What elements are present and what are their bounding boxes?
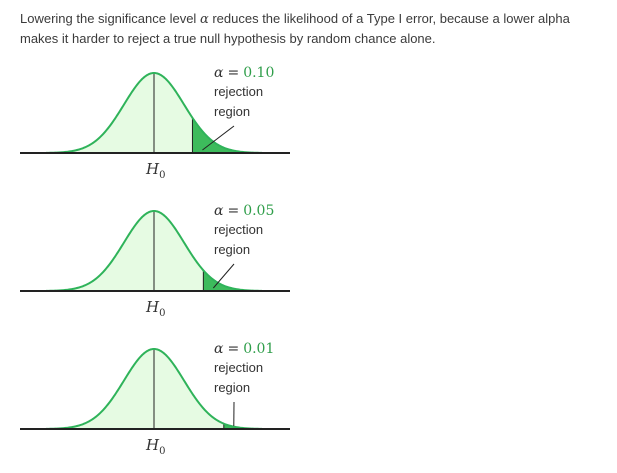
rejection-label-line2: region [214,378,250,398]
equals-sign: = [227,341,239,357]
intro-text: Lowering the significance level α reduce… [20,9,610,48]
rejection-label-line1: rejection [214,82,263,102]
h0-main: H [146,298,159,316]
h0-main: H [146,436,159,454]
h0-label-2: H0 [146,298,165,319]
intro-text-part1: Lowering the significance level [20,11,200,26]
h0-label-3: H0 [146,436,165,457]
alpha-symbol: α [214,65,223,81]
alpha-label-2: α=0.05 [214,203,274,219]
alpha-symbol: α [214,341,223,357]
alpha-label-3: α=0.01 [214,341,274,357]
rejection-label-line2: region [214,102,250,122]
distribution-panel-3: α=0.01 rejection region H0 [0,338,617,473]
h0-sub: 0 [159,170,165,181]
alpha-value: 0.01 [243,341,274,357]
distribution-panel-2: α=0.05 rejection region H0 [0,200,617,335]
rejection-label-line1: rejection [214,220,263,240]
h0-sub: 0 [159,308,165,319]
label-pointer [213,264,234,288]
alpha-value: 0.05 [243,203,274,219]
rejection-label-line2: region [214,240,250,260]
equals-sign: = [227,65,239,81]
alpha-label-1: α=0.10 [214,65,274,81]
rejection-region [192,118,262,153]
alpha-symbol: α [214,203,223,219]
normal-curve-diagram-1 [0,62,617,197]
h0-sub: 0 [159,446,165,457]
distribution-panel-1: α=0.10 rejection region H0 [0,62,617,197]
normal-curve-diagram-2 [0,200,617,335]
alpha-value: 0.10 [243,65,274,81]
rejection-label-line1: rejection [214,358,263,378]
intro-alpha-symbol: α [200,12,209,27]
h0-label-1: H0 [146,160,165,181]
equals-sign: = [227,203,239,219]
normal-curve-diagram-3 [0,338,617,473]
h0-main: H [146,160,159,178]
